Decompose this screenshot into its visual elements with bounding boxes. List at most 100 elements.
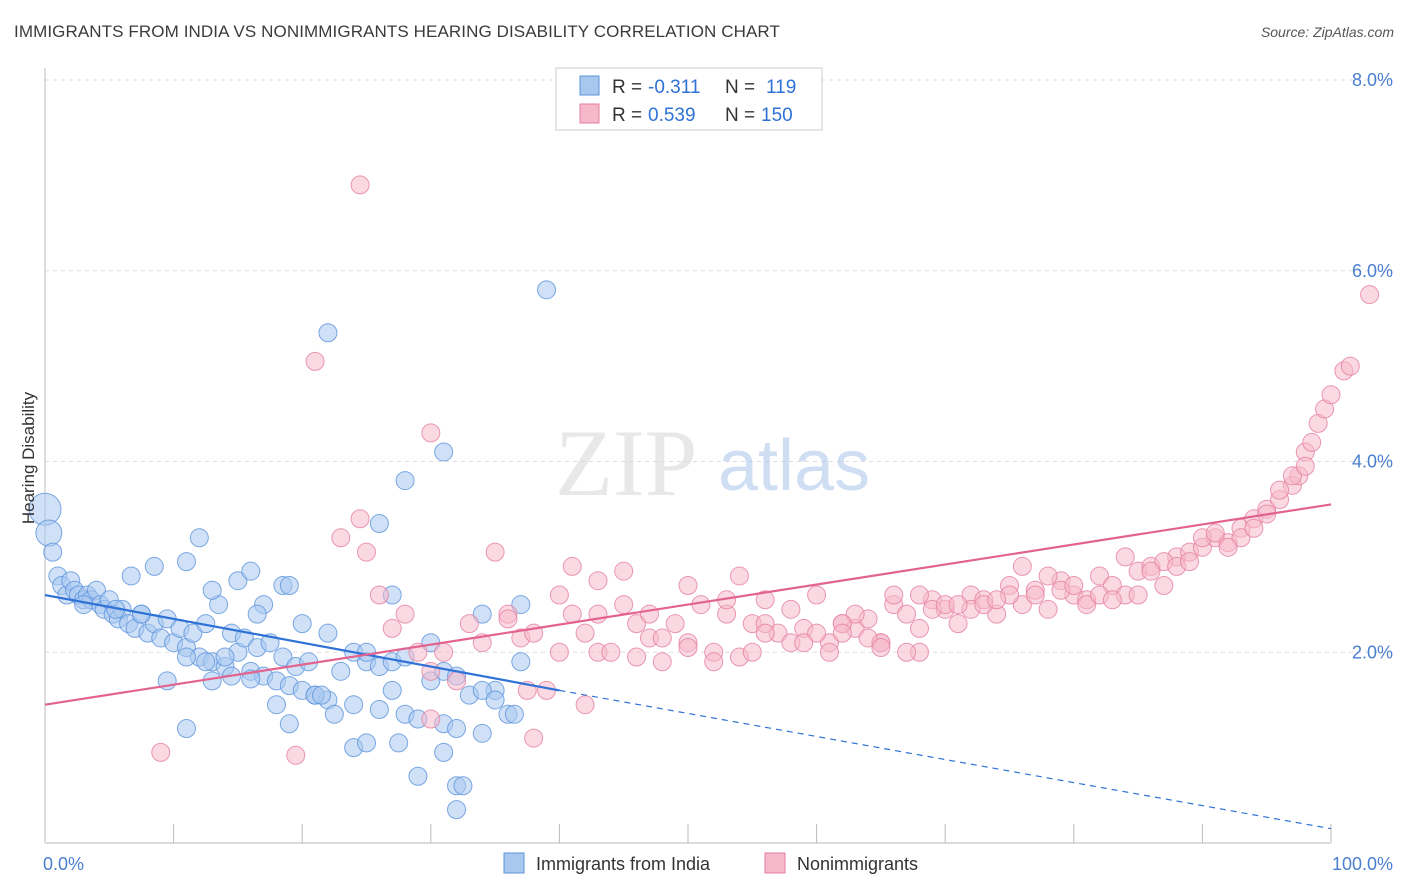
legend-label-immigrants: Immigrants from India — [536, 854, 711, 874]
pink-point — [357, 542, 376, 562]
pink-point — [1205, 523, 1225, 543]
pink-point — [819, 642, 839, 662]
legend-swatch-nonimmigrants — [764, 852, 786, 874]
pink-point — [562, 556, 582, 576]
pink-point — [1025, 585, 1045, 605]
series-nonimmigrants-points — [151, 175, 1380, 765]
pink-point — [1231, 528, 1251, 548]
blue-point — [279, 575, 299, 595]
watermark-atlas: atlas — [718, 426, 870, 506]
pink-point — [1340, 356, 1360, 376]
pink-point — [858, 628, 878, 648]
pink-point — [909, 618, 929, 638]
trend-line-immigrants — [44, 593, 560, 692]
blue-point — [447, 800, 467, 820]
blue-point — [389, 733, 409, 753]
y-tick-label-3: 8.0% — [1352, 70, 1393, 90]
blue-point — [395, 471, 415, 491]
pink-point — [1295, 456, 1315, 476]
x-tick-label-min: 0.0% — [43, 854, 84, 874]
legend-label-nonimmigrants: Nonimmigrants — [797, 854, 918, 874]
blue-point — [324, 704, 344, 724]
watermark-zip: ZIP — [555, 410, 698, 516]
blue-point — [266, 695, 286, 715]
blue-point — [318, 323, 338, 343]
blue-point — [273, 647, 293, 667]
x-tick-label-max: 100.0% — [1332, 854, 1393, 874]
y-axis-title: Hearing Disability — [19, 391, 38, 524]
pink-point — [1090, 566, 1110, 586]
blue-point — [189, 528, 209, 548]
pink-point — [755, 590, 775, 610]
pink-point — [331, 528, 351, 548]
pink-point — [601, 642, 621, 662]
pink-point — [395, 604, 415, 624]
pink-point — [1218, 537, 1238, 557]
pink-point — [871, 637, 891, 657]
pink-point — [742, 642, 762, 662]
pink-point — [498, 609, 518, 629]
pink-point — [845, 604, 865, 624]
stats-blue-r: -0.311 — [648, 77, 700, 98]
pink-point — [781, 599, 801, 619]
pink-point — [884, 585, 904, 605]
pink-point — [1102, 590, 1122, 610]
pink-point — [1321, 385, 1341, 405]
stats-pink-r: 0.539 — [648, 105, 696, 126]
y-tick-label-2: 6.0% — [1352, 261, 1393, 281]
blue-point — [202, 671, 222, 691]
blue-point — [369, 513, 389, 533]
stats-blue-n: 119 — [766, 77, 796, 98]
stats-blue-swatch — [579, 75, 600, 96]
blue-point — [121, 566, 141, 586]
blue-point — [318, 623, 338, 643]
pink-point — [639, 604, 659, 624]
stats-pink-n-label: N = — [725, 105, 755, 126]
pink-point — [549, 642, 569, 662]
pink-point — [807, 585, 827, 605]
blue-point — [357, 733, 376, 753]
pink-point — [948, 614, 968, 634]
pink-point — [151, 742, 171, 762]
pink-point — [832, 623, 852, 643]
blue-point — [434, 442, 454, 462]
blue-point — [447, 719, 467, 739]
blue-point — [537, 280, 557, 300]
pink-point — [421, 709, 441, 729]
pink-point — [382, 618, 402, 638]
pink-point — [665, 614, 685, 634]
blue-point — [279, 714, 299, 734]
blue-point — [472, 723, 492, 743]
pink-point — [1154, 575, 1174, 595]
stats-blue-r-label: R = — [612, 77, 642, 98]
blue-point — [472, 604, 492, 624]
blue-point — [247, 604, 267, 624]
trend-lines — [44, 503, 1332, 830]
pink-point — [588, 571, 608, 591]
blue-point — [331, 661, 351, 681]
pink-point — [421, 423, 441, 443]
blue-point — [176, 719, 196, 739]
pink-point — [1077, 595, 1097, 615]
blue-point — [228, 571, 248, 591]
tick-labels: 2.0% 4.0% 6.0% 8.0% 0.0% 100.0% — [43, 70, 1393, 874]
pink-point — [1180, 552, 1200, 572]
blue-point — [344, 695, 364, 715]
blue-point — [202, 580, 222, 600]
blue-point — [176, 647, 196, 667]
blue-point — [241, 561, 261, 581]
pink-point — [485, 542, 505, 562]
pink-point — [1244, 518, 1264, 538]
pink-point — [549, 585, 569, 605]
blue-point — [292, 614, 312, 634]
axes — [44, 68, 1332, 844]
pink-point — [987, 590, 1007, 610]
blue-point — [196, 652, 216, 672]
pink-point — [627, 647, 647, 667]
chart-title: IMMIGRANTS FROM INDIA VS NONIMMIGRANTS H… — [14, 22, 780, 41]
pink-point — [562, 604, 582, 624]
pink-point — [794, 633, 814, 653]
pink-point — [678, 575, 698, 595]
pink-point — [524, 728, 544, 748]
